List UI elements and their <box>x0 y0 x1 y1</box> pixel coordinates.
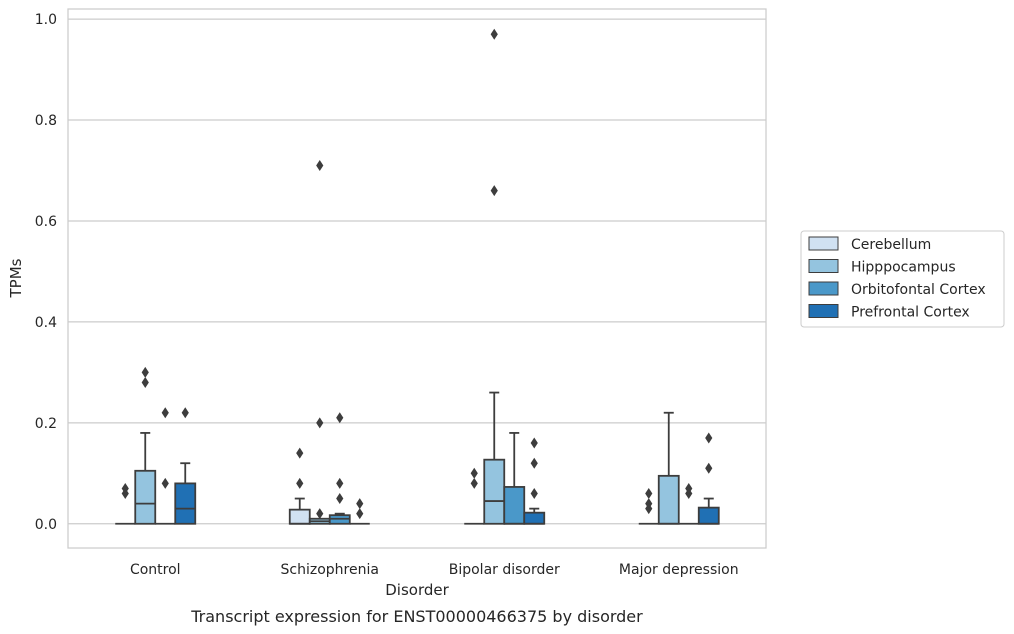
x-axis-ticks: Control Schizophrenia Bipolar disorder Majo… <box>130 562 739 578</box>
outlier-point <box>296 447 304 459</box>
legend-swatch <box>808 281 839 296</box>
box-cerebellum <box>115 482 136 525</box>
box-iqr <box>697 506 720 525</box>
outlier-point <box>121 482 129 494</box>
box-iqr <box>523 511 546 525</box>
box-prefrontal-cortex <box>697 432 720 525</box>
gridlines <box>68 18 766 525</box>
outlier-point <box>705 462 713 474</box>
box-iqr <box>288 508 311 525</box>
x-tick-label: Schizophrenia <box>281 562 379 578</box>
legend-label: Hipppocampus <box>851 260 956 276</box>
x-tick-label: Control <box>130 562 181 578</box>
box-orbitofontal-cortex <box>328 412 351 525</box>
box-orbitofontal-cortex <box>503 432 526 525</box>
outlier-point <box>356 508 364 520</box>
box-orbitofontal-cortex <box>678 482 699 525</box>
outlier-point <box>490 28 498 40</box>
outlier-point <box>316 508 324 520</box>
box-cerebellum <box>638 487 659 525</box>
x-tick-label: Major depression <box>619 562 739 578</box>
outlier-point <box>336 412 344 424</box>
outlier-point <box>181 407 189 419</box>
box-hipppocampus <box>483 28 506 525</box>
x-tick-label: Bipolar disorder <box>449 562 560 578</box>
legend-swatch <box>808 236 839 251</box>
outlier-point <box>530 487 538 499</box>
box-hipppocampus <box>308 159 331 525</box>
y-axis-ticks: 0.0 0.2 0.4 0.6 0.8 1.0 <box>35 12 57 533</box>
box-cerebellum <box>288 447 311 525</box>
outlier-point <box>645 498 653 510</box>
plot-area <box>67 8 767 549</box>
outlier-point <box>336 477 344 489</box>
box-hipppocampus <box>134 366 157 525</box>
outlier-point <box>296 477 304 489</box>
y-tick-label: 0.8 <box>35 113 57 129</box>
outlier-point <box>316 417 324 429</box>
outlier-point <box>161 407 169 419</box>
x-axis-label: Disorder <box>385 581 449 599</box>
box-prefrontal-cortex <box>349 498 370 525</box>
box-iqr <box>657 474 680 525</box>
y-tick-label: 0.0 <box>35 517 57 533</box>
legend-swatch <box>808 304 839 318</box>
box-orbitofontal-cortex <box>155 407 176 525</box>
legend: Cerebellum Hipppocampus Orbitofontal Corte… <box>800 230 1005 328</box>
outlier-point <box>530 457 538 469</box>
y-tick-label: 0.2 <box>35 416 57 432</box>
legend-frame <box>800 230 1005 328</box>
outlier-point <box>470 467 478 479</box>
y-axis-label: TPMs <box>7 258 25 298</box>
legend-label: Cerebellum <box>851 237 931 253</box>
outlier-point <box>141 366 149 378</box>
box-iqr <box>503 486 526 525</box>
outlier-point <box>705 432 713 444</box>
box-iqr <box>134 469 157 525</box>
box-iqr <box>483 458 506 525</box>
outlier-point <box>141 376 149 388</box>
box-prefrontal-cortex <box>523 437 546 525</box>
outlier-point <box>490 185 498 197</box>
legend-swatch <box>808 259 839 273</box>
outlier-point <box>316 159 324 171</box>
outlier-point <box>530 437 538 449</box>
box-cerebellum <box>464 467 485 525</box>
box-iqr <box>174 482 197 525</box>
outlier-point <box>645 487 653 499</box>
box-prefrontal-cortex <box>174 407 197 525</box>
legend-label: Prefrontal Cortex <box>851 305 970 321</box>
outlier-point <box>470 477 478 489</box>
outlier-point <box>685 482 693 494</box>
boxes <box>115 28 720 525</box>
y-tick-label: 0.6 <box>35 214 57 230</box>
y-tick-label: 0.4 <box>35 315 57 331</box>
outlier-point <box>356 498 364 510</box>
outlier-point <box>336 493 344 505</box>
chart-caption: Transcript expression for ENST0000046637… <box>190 607 643 626</box>
box-hipppocampus <box>657 411 680 525</box>
y-tick-label: 1.0 <box>35 12 57 28</box>
legend-label: Orbitofontal Cortex <box>851 282 986 298</box>
outlier-point <box>161 477 169 489</box>
